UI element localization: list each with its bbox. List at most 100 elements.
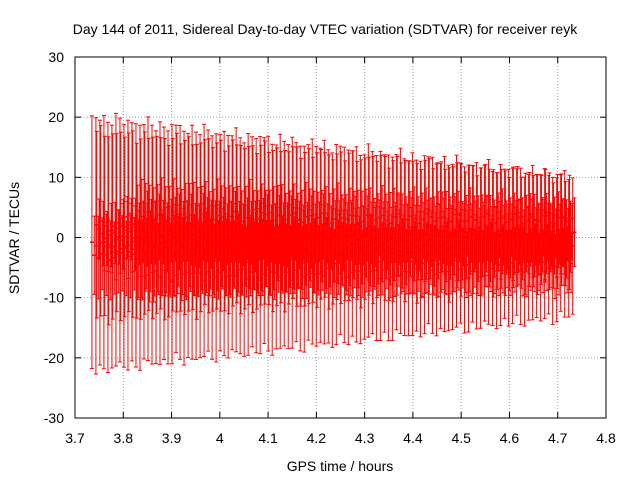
error-bar-point — [267, 189, 272, 296]
error-bar-point — [356, 189, 361, 289]
error-bar-point — [312, 218, 317, 294]
error-bar-point — [138, 138, 143, 320]
error-bar-point — [456, 190, 461, 281]
error-bar-point — [109, 230, 114, 274]
error-bar-point — [504, 200, 509, 275]
error-bar-point — [284, 192, 289, 293]
error-bar-point — [247, 178, 252, 290]
series-sat-g — [135, 177, 577, 303]
error-bar-point — [496, 192, 501, 272]
y-tick-label: 30 — [48, 49, 64, 65]
error-bar-point — [171, 178, 176, 296]
error-bar-point — [472, 195, 477, 273]
error-bar-point — [424, 187, 429, 280]
error-bar-point — [480, 194, 485, 278]
x-tick-label: 3.7 — [65, 430, 85, 446]
plot-frame — [74, 56, 607, 419]
y-tick-label: 20 — [48, 109, 64, 125]
x-tick-label: 4 — [216, 430, 224, 446]
error-bar-point — [133, 197, 138, 238]
error-bar-point — [460, 201, 465, 281]
error-bar-point — [223, 187, 228, 297]
error-bar-point — [113, 227, 118, 281]
error-bar-point — [376, 193, 381, 285]
error-bar-point — [167, 185, 172, 296]
y-tick-labels: -30 -20 -10 0 10 20 30 — [44, 49, 64, 426]
y-tick-label: -30 — [44, 410, 64, 426]
error-bar-point — [175, 187, 180, 295]
x-tick-label: 4.1 — [258, 430, 278, 446]
error-bar-point — [564, 199, 569, 279]
error-bar-point — [235, 185, 240, 297]
error-bar-point — [512, 192, 517, 275]
error-bar-point — [380, 185, 385, 283]
error-bar-point — [412, 186, 417, 282]
error-bar-point — [544, 192, 549, 274]
error-bar-point — [105, 218, 110, 272]
error-bar-point — [316, 191, 321, 291]
error-bar-point — [420, 192, 425, 281]
error-bar-point — [288, 190, 293, 288]
error-bar-point — [191, 181, 196, 297]
series-sat-b — [94, 125, 572, 326]
y-tick-label: -10 — [44, 290, 64, 306]
error-bar-point — [500, 224, 505, 294]
error-bar-point — [130, 226, 135, 273]
error-bar-point — [300, 226, 305, 299]
error-bar-point — [199, 185, 204, 291]
error-bar-point — [182, 140, 187, 316]
error-bar-point — [404, 196, 409, 285]
error-bar-point — [541, 198, 546, 233]
error-bar-point — [179, 189, 184, 302]
error-bar-point — [125, 195, 130, 238]
error-bar-point — [500, 188, 505, 275]
error-bar-point — [275, 185, 280, 282]
error-bar-point — [97, 198, 102, 260]
error-bar-point — [344, 194, 349, 291]
error-bar-point — [552, 196, 557, 275]
chart-title: Day 144 of 2011, Sidereal Day-to-day VTE… — [73, 21, 578, 37]
error-bar-point — [312, 190, 317, 293]
error-bar-point — [163, 186, 168, 297]
x-tick-label: 4.8 — [596, 430, 616, 446]
error-bar-point — [332, 188, 337, 283]
error-bar-point — [416, 196, 421, 281]
x-axis-title: GPS time / hours — [287, 458, 394, 474]
y-tick-label: 0 — [56, 230, 64, 246]
error-bar-point — [92, 215, 97, 295]
x-tick-label: 4.3 — [355, 430, 375, 446]
error-bar-point — [96, 215, 101, 300]
error-bar-point — [408, 191, 413, 277]
error-bar-point — [572, 197, 577, 268]
error-bar-point — [227, 185, 232, 295]
error-bar-point — [516, 199, 521, 273]
error-bar-point — [388, 192, 393, 286]
error-bar-point — [117, 223, 122, 274]
error-bar-point — [444, 190, 449, 283]
error-bar-point — [328, 193, 333, 288]
error-bar-point — [452, 193, 457, 276]
error-bar-point — [304, 182, 309, 286]
error-bar-point — [432, 196, 437, 287]
error-bar-point — [89, 115, 94, 370]
error-bar-point — [360, 190, 365, 285]
error-bar-point — [243, 185, 248, 287]
error-bar-point — [436, 191, 441, 280]
error-bar-point — [292, 183, 297, 290]
x-tick-label: 4.6 — [500, 430, 520, 446]
error-bar-point — [368, 187, 373, 287]
error-bar-point — [251, 190, 256, 291]
error-bar-point — [540, 197, 545, 273]
error-bar-point — [476, 195, 481, 282]
x-tick-label: 3.9 — [162, 430, 182, 446]
error-bar-point — [396, 192, 401, 277]
error-bar-point — [556, 191, 561, 269]
error-bar-point — [215, 178, 220, 292]
error-bar-point — [296, 222, 301, 290]
error-bar-point — [392, 187, 397, 282]
error-bar-point — [143, 183, 148, 292]
error-bar-point — [464, 195, 469, 280]
error-bar-point — [259, 183, 264, 292]
error-bar-point — [300, 189, 305, 290]
error-bar-point — [183, 182, 188, 298]
